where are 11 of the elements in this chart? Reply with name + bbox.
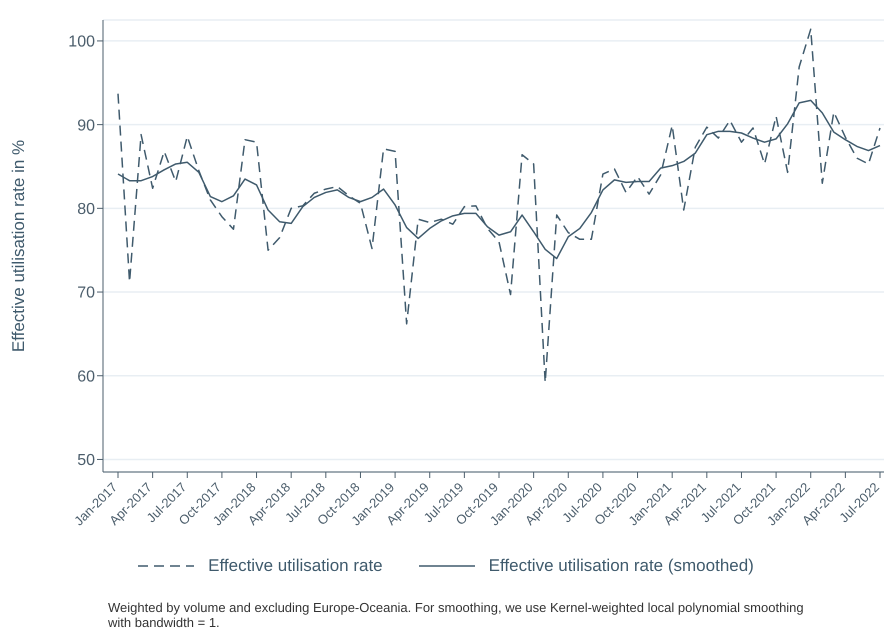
legend-label: Effective utilisation rate (smoothed) [488,556,754,576]
line-series [117,28,881,384]
y-tick-label: 50 [77,452,96,470]
legend-label: Effective utilisation rate [208,556,383,576]
y-tick-label: 80 [77,201,96,218]
y-tick-label: 70 [77,284,96,302]
y-axis-title: Effective utilisation rate in % [9,140,28,352]
text: Weighted by volume and excluding Europe-Oceania. For smoothing, we use Kernel-weighted local polynomial smoothing with bandwidth = 1. [108,600,805,630]
y-tick-label: 100 [68,34,96,51]
y-tick-label: 60 [77,368,96,386]
y-tick-label: 90 [77,117,96,134]
